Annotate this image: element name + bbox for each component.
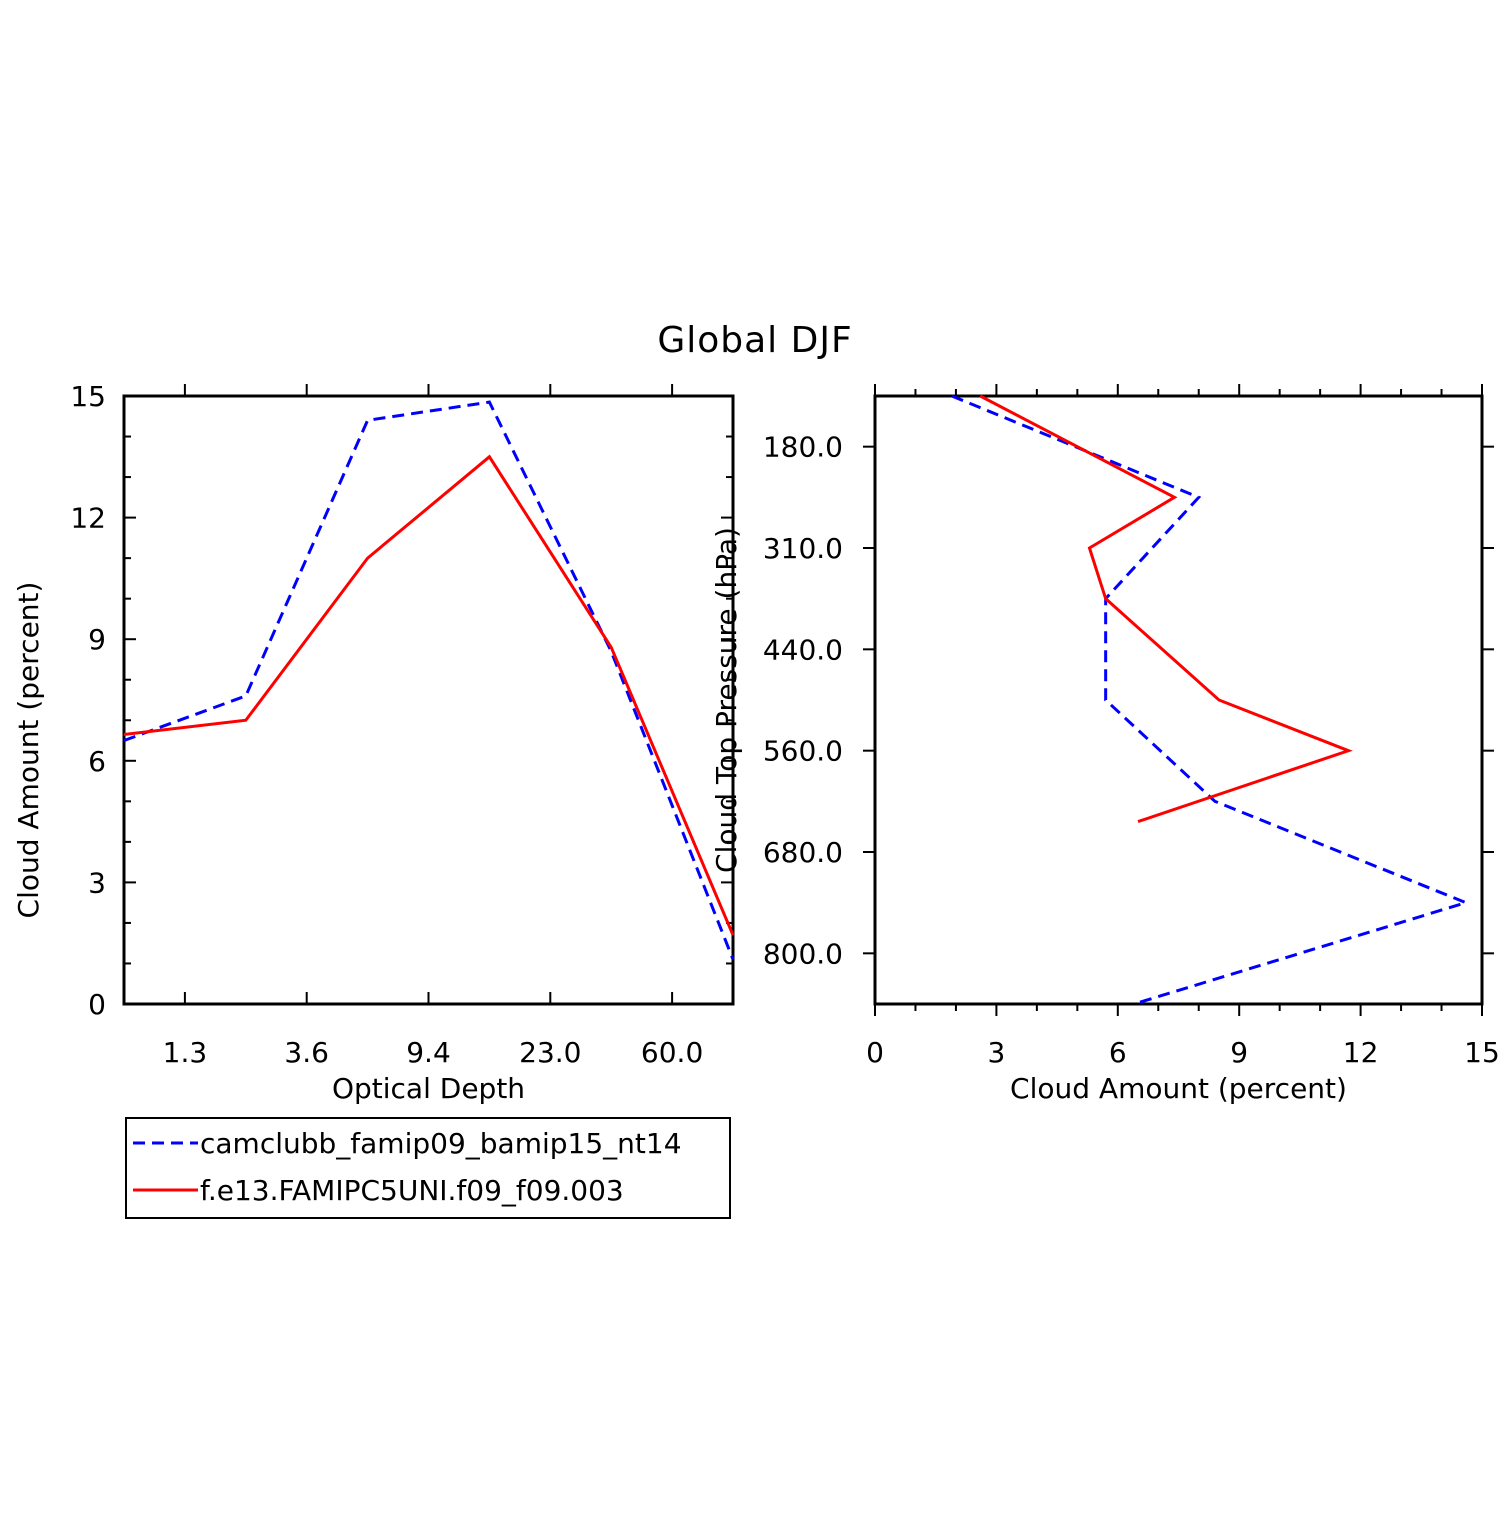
x-axis-title: Cloud Amount (percent): [1010, 1072, 1347, 1105]
cloud-top-pressure-chart: 0 3 6 9 12 15 180.0 310.0 440.0 560.0 680.0 800.0 Cl…: [710, 384, 1500, 1105]
y-tick-label: 180.0: [763, 431, 843, 464]
x-tick-label: 6: [1109, 1036, 1127, 1069]
y-tick-label: 6: [88, 745, 106, 778]
plot-frame: [873, 394, 1484, 1006]
series-line-a: [123, 400, 735, 960]
legend-box: [125, 1117, 731, 1219]
y-tick-label: 440.0: [763, 633, 843, 666]
y-tick-label: 15: [70, 380, 106, 413]
y-tick-label: 310.0: [763, 532, 843, 565]
y-axis-title: Cloud Amount (percent): [12, 582, 45, 919]
y-tick-label: 800.0: [763, 937, 843, 970]
x-tick-label: 60.0: [641, 1036, 703, 1069]
x-tick-label: 3.6: [284, 1036, 329, 1069]
x-tick-label: 9: [1230, 1036, 1248, 1069]
legend-label-series-a: camclubb_famip09_bamip15_nt14: [200, 1127, 682, 1160]
series-line-a: [951, 394, 1471, 1006]
x-tick-label: 1.3: [163, 1036, 208, 1069]
series-line-b: [979, 394, 1353, 824]
legend-label-series-b: f.e13.FAMIPC5UNI.f09_f09.003: [200, 1174, 624, 1207]
y-tick-label: 3: [88, 866, 106, 899]
plot-frame: [122, 394, 735, 1006]
figure-title: Global DJF: [657, 320, 852, 361]
x-tick-label: 15: [1464, 1036, 1500, 1069]
y-tick-label: 12: [70, 502, 106, 535]
y-tick-label: 680.0: [763, 836, 843, 869]
series-line-b: [123, 454, 735, 936]
x-tick-label: 23.0: [519, 1036, 581, 1069]
x-tick-label: 3: [987, 1036, 1005, 1069]
y-tick-label: 9: [88, 623, 106, 656]
x-tick-label: 9.4: [406, 1036, 451, 1069]
x-tick-label: 12: [1343, 1036, 1379, 1069]
y-axis-title: Cloud Top Pressure (hPa): [710, 527, 743, 873]
x-axis-title: Optical Depth: [332, 1072, 525, 1105]
x-tick-label: 0: [866, 1036, 884, 1069]
y-tick-label: 560.0: [763, 735, 843, 768]
y-tick-label: 0: [88, 988, 106, 1021]
optical-depth-chart: 0 3 6 9 12 15 1.3 3.6 9.4 23.0 60.0 Optical Depth Cl…: [12, 380, 735, 1105]
legend: camclubb_famip09_bamip15_nt14 f.e13.FAMI…: [125, 1117, 731, 1219]
